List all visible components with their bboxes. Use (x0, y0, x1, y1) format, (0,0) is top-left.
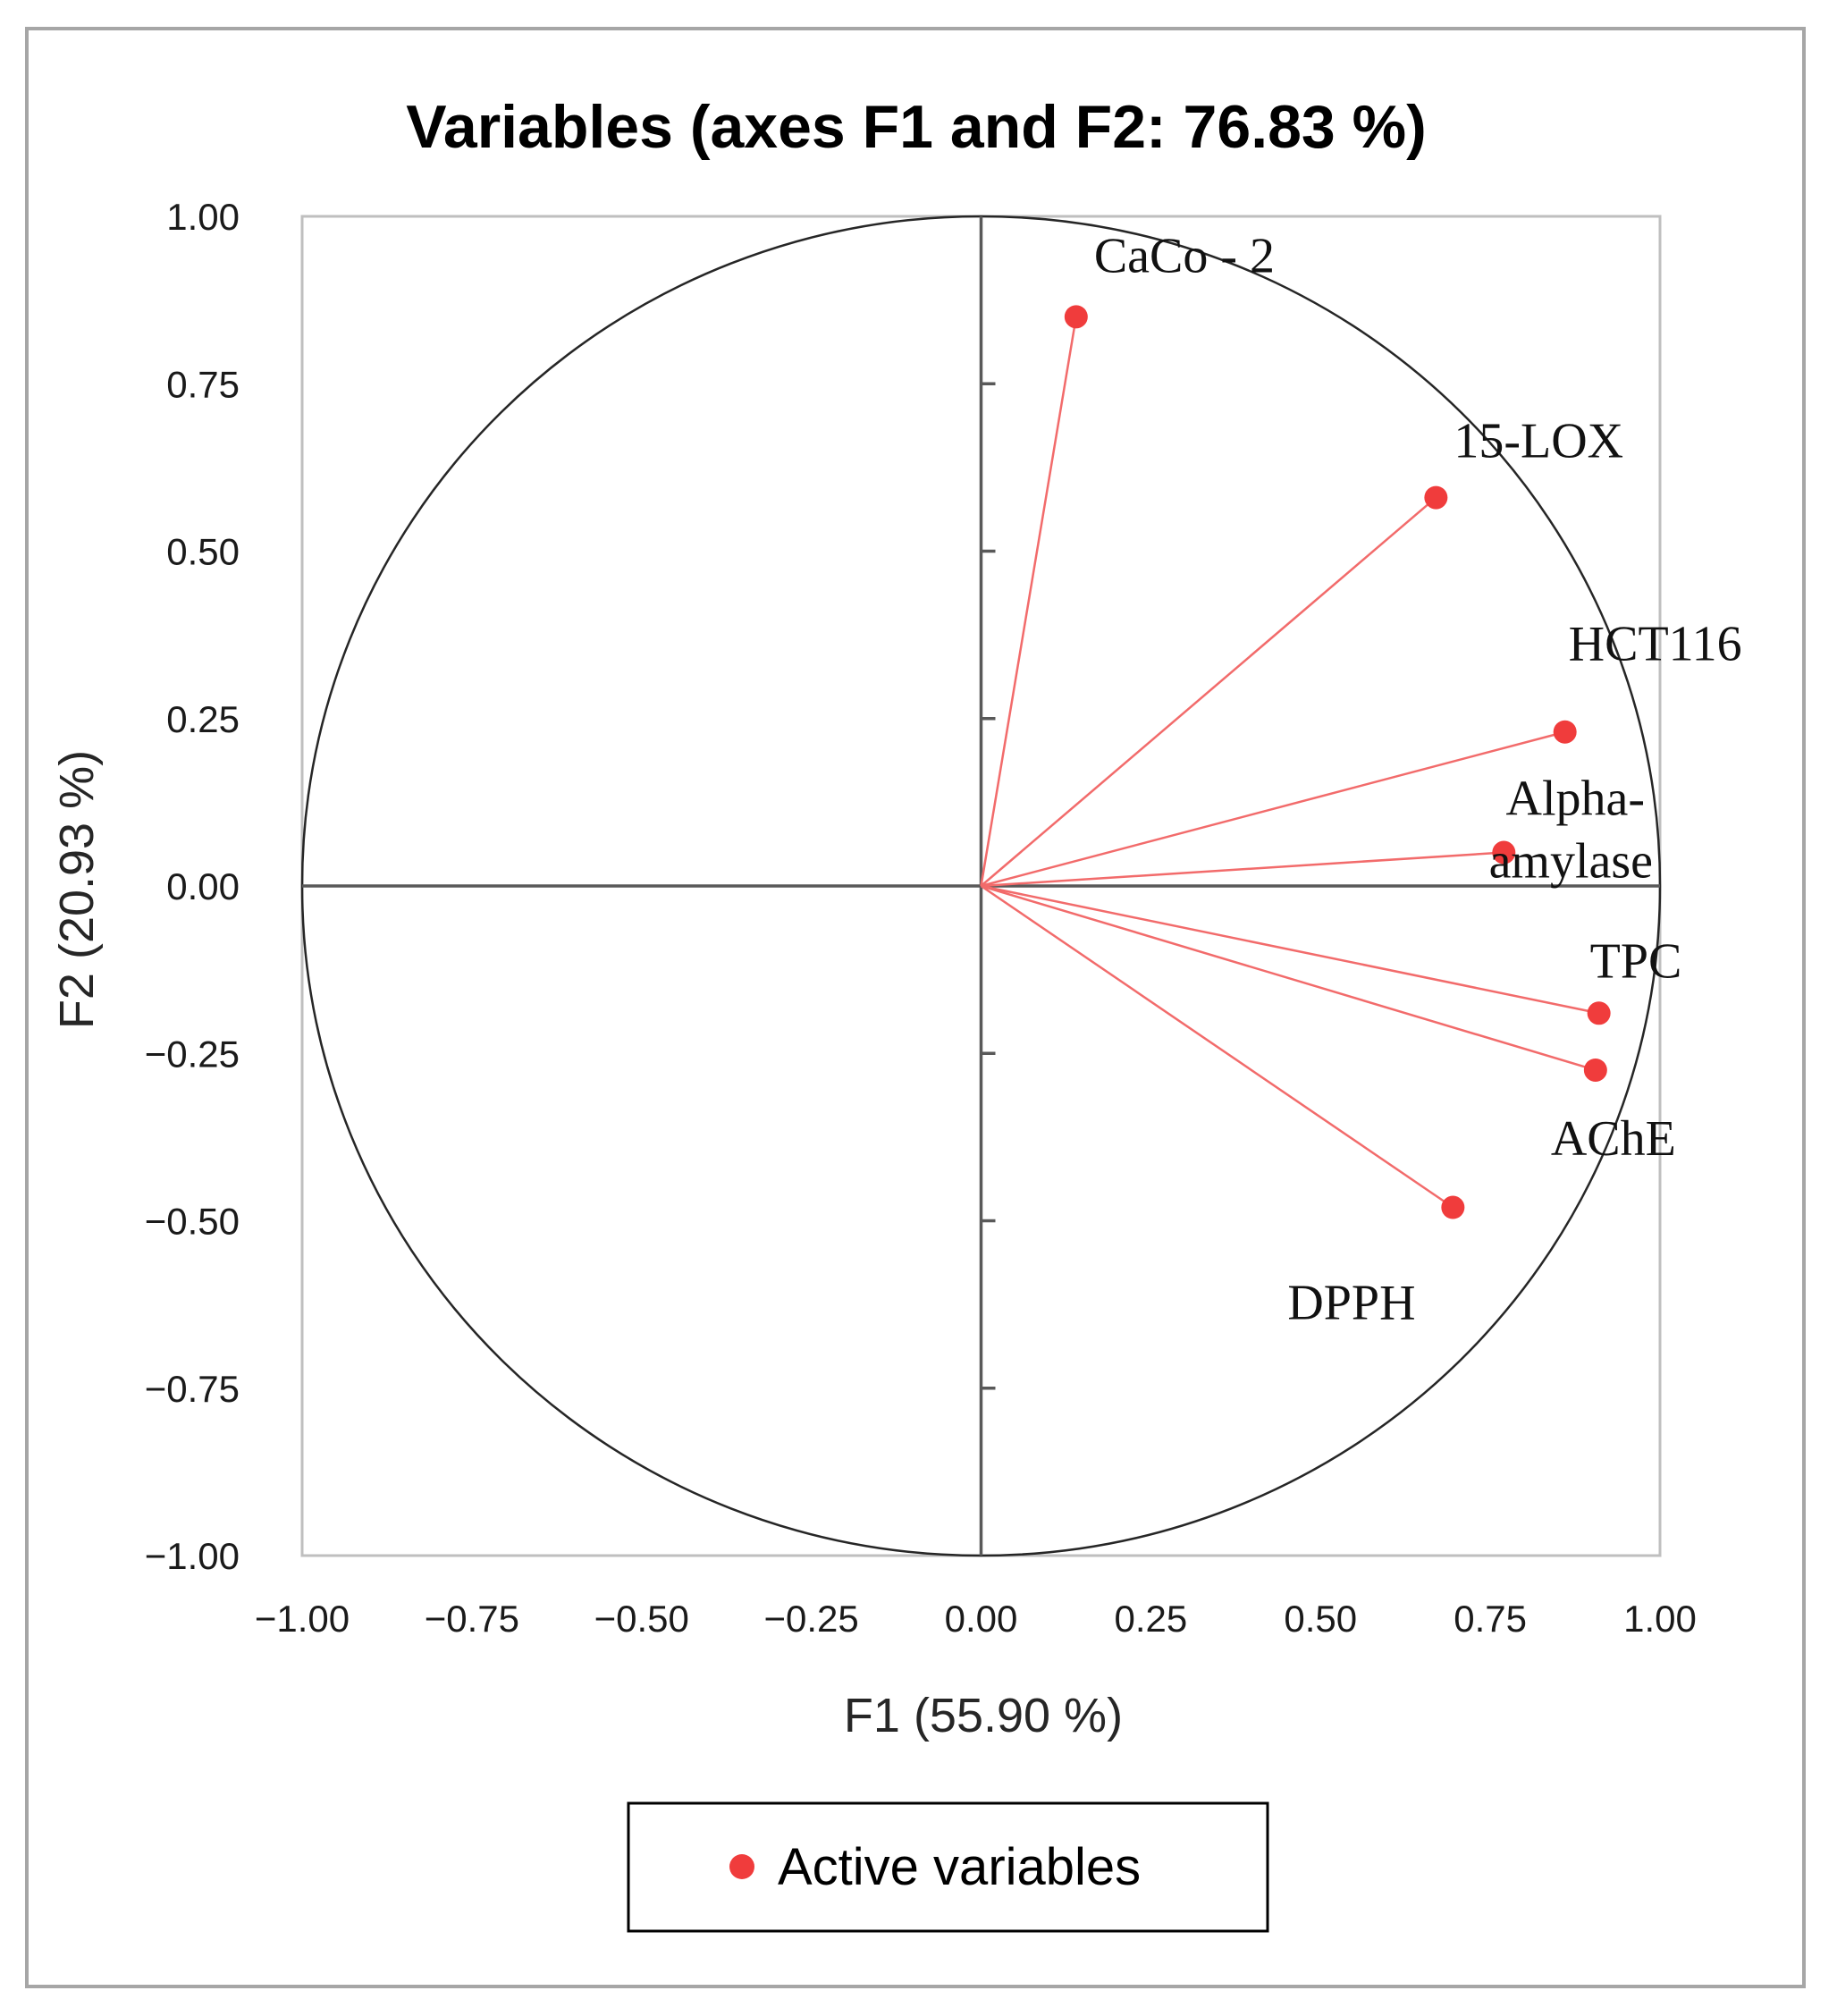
x-tick-label: −0.25 (763, 1598, 858, 1640)
x-tick-label: 0.75 (1454, 1598, 1527, 1640)
y-tick-label: 0.00 (166, 865, 240, 907)
x-tick-label: −0.50 (594, 1598, 689, 1640)
point-label: amylase (1489, 834, 1653, 890)
data-point (1441, 1195, 1465, 1219)
legend-marker (729, 1854, 754, 1879)
point-label: TPC (1590, 933, 1682, 989)
chart-title: Variables (axes F1 and F2: 76.83 %) (406, 93, 1426, 161)
data-point (1553, 720, 1577, 744)
y-tick-label: −0.25 (145, 1033, 240, 1075)
legend: Active variables (627, 1801, 1269, 1933)
y-tick-label: −1.00 (145, 1535, 240, 1577)
point-label: 15-LOX (1454, 414, 1623, 469)
point-label: Alpha- (1506, 772, 1646, 827)
vector-line (981, 884, 1599, 1015)
vector-line (981, 730, 1565, 888)
y-axis-title: F2 (20.93 %) (50, 750, 104, 1029)
plot-area: −1.00 −0.75 −0.50 −0.25 0.00 0.25 0.50 0.75 1.00… (145, 196, 1742, 1640)
point-label: HCT116 (1569, 617, 1742, 672)
vector-line (980, 496, 1437, 887)
x-axis-title: F1 (55.90 %) (844, 1689, 1123, 1742)
vector-line (981, 884, 1597, 1072)
x-tick-label: 0.50 (1284, 1598, 1357, 1640)
figure-frame (25, 27, 1806, 1988)
data-point (1064, 305, 1088, 329)
data-point (1424, 485, 1448, 510)
legend-label: Active variables (778, 1838, 1141, 1896)
x-tick-label: 0.25 (1115, 1598, 1188, 1640)
y-tick-label: −0.75 (145, 1368, 240, 1410)
point-label: DPPH (1287, 1276, 1415, 1331)
y-tick-label: 0.75 (166, 363, 240, 405)
x-tick-label: 0.00 (945, 1598, 1018, 1640)
data-point (1583, 1058, 1607, 1082)
x-tick-label: −1.00 (255, 1598, 350, 1640)
x-tick-label: −0.75 (425, 1598, 519, 1640)
y-tick-label: 0.25 (166, 698, 240, 740)
data-point (1587, 1001, 1611, 1025)
y-tick-label: −0.50 (145, 1201, 240, 1243)
vector-line (980, 316, 1078, 887)
point-label: AChE (1551, 1111, 1676, 1167)
y-tick-label: 0.50 (166, 531, 240, 573)
point-label: CaCo - 2 (1094, 228, 1275, 283)
vector-line (981, 851, 1504, 888)
data-point (1492, 840, 1516, 865)
y-tick-label: 1.00 (166, 196, 240, 238)
vector-line (980, 884, 1454, 1209)
x-tick-label: 1.00 (1623, 1598, 1697, 1640)
